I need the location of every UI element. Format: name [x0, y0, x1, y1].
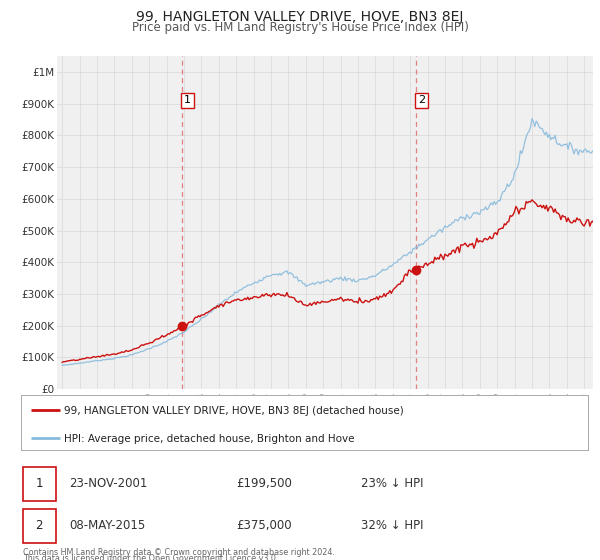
Text: £199,500: £199,500 [236, 477, 292, 491]
Text: 1: 1 [35, 477, 43, 491]
Text: This data is licensed under the Open Government Licence v3.0.: This data is licensed under the Open Gov… [23, 554, 278, 560]
Text: 23% ↓ HPI: 23% ↓ HPI [361, 477, 424, 491]
Text: 99, HANGLETON VALLEY DRIVE, HOVE, BN3 8EJ (detached house): 99, HANGLETON VALLEY DRIVE, HOVE, BN3 8E… [64, 405, 403, 416]
Text: 1: 1 [184, 95, 191, 105]
FancyBboxPatch shape [23, 467, 56, 501]
Text: 23-NOV-2001: 23-NOV-2001 [69, 477, 148, 491]
Text: £375,000: £375,000 [236, 519, 292, 533]
Text: 08-MAY-2015: 08-MAY-2015 [69, 519, 145, 533]
Text: 99, HANGLETON VALLEY DRIVE, HOVE, BN3 8EJ: 99, HANGLETON VALLEY DRIVE, HOVE, BN3 8E… [136, 10, 464, 24]
FancyBboxPatch shape [23, 509, 56, 543]
Text: Price paid vs. HM Land Registry's House Price Index (HPI): Price paid vs. HM Land Registry's House … [131, 21, 469, 34]
Text: 2: 2 [418, 95, 425, 105]
Text: 32% ↓ HPI: 32% ↓ HPI [361, 519, 424, 533]
Text: 2: 2 [35, 519, 43, 533]
Text: HPI: Average price, detached house, Brighton and Hove: HPI: Average price, detached house, Brig… [64, 433, 354, 444]
Text: Contains HM Land Registry data © Crown copyright and database right 2024.: Contains HM Land Registry data © Crown c… [23, 548, 335, 557]
